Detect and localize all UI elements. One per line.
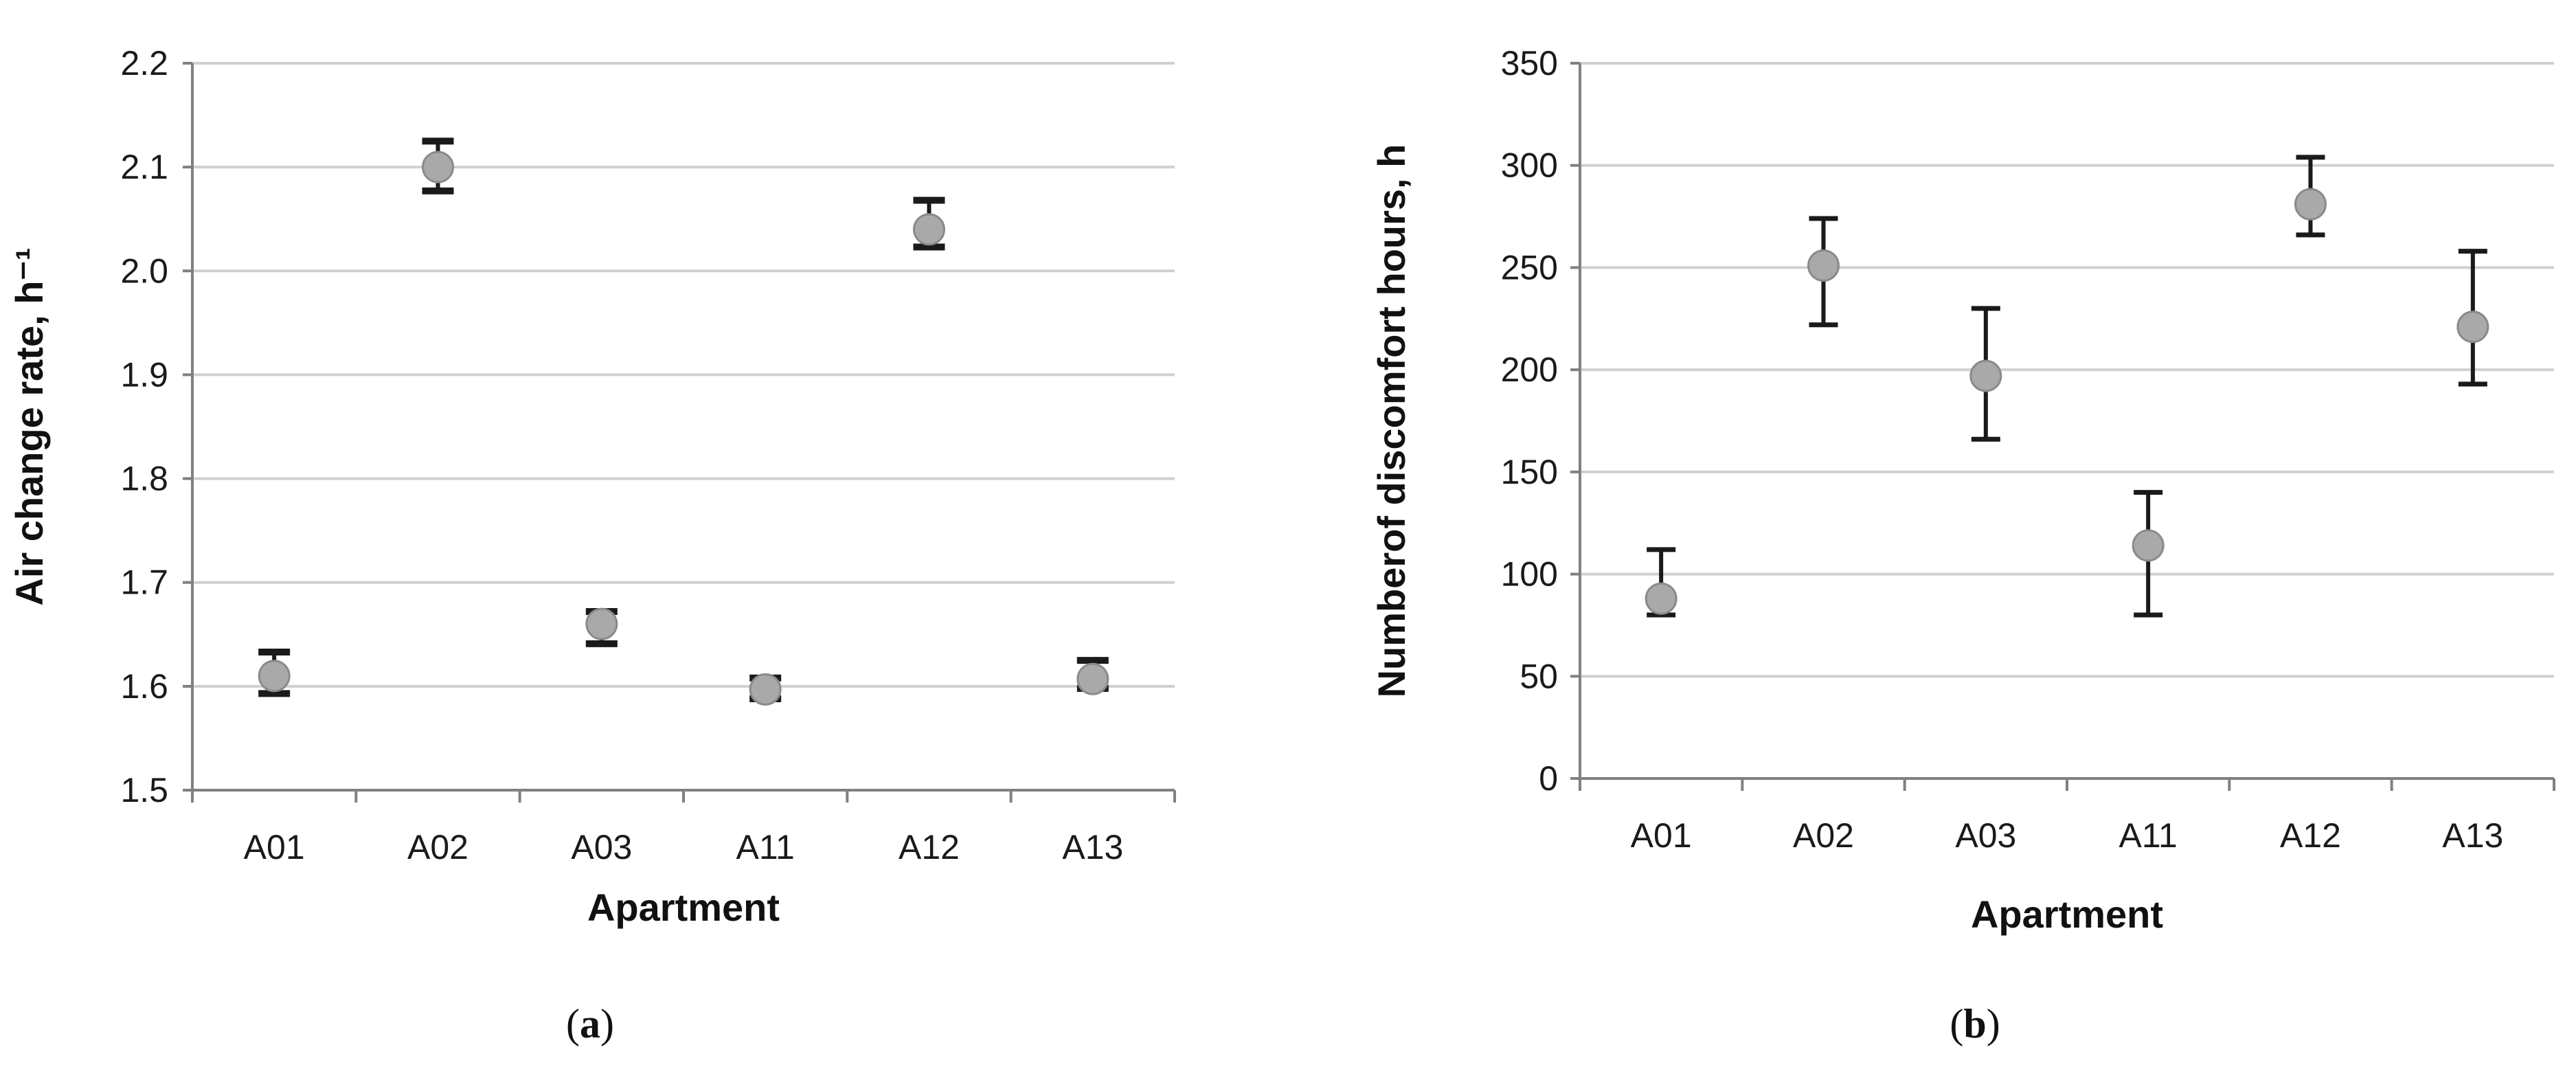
x-tick-label: A01 <box>1631 816 1692 855</box>
data-point <box>422 150 454 183</box>
y-tick-label: 2.1 <box>120 148 168 186</box>
x-tick-label: A01 <box>244 828 305 866</box>
x-axis-title: Apartment <box>1971 893 2163 936</box>
y-tick-label: 1.9 <box>120 355 168 394</box>
x-axis-title: Apartment <box>587 886 780 929</box>
x-tick-label: A13 <box>2442 816 2503 855</box>
data-point <box>913 213 945 246</box>
x-tick-label: A12 <box>2280 816 2341 855</box>
panel-label-b: (b) <box>1950 1001 2000 1046</box>
y-tick-label: 150 <box>1501 453 1558 491</box>
chart-discomfort-hours: 0 50 100 150 200 250 300 350 A01 A02 A03 A11 A12 A13 A… <box>1370 44 2555 936</box>
y-axis-title: Air change rate, h⁻¹ <box>8 247 51 605</box>
y-tick-label: 350 <box>1501 44 1558 82</box>
y-tick-label: 300 <box>1501 146 1558 185</box>
chart-air-change-rate: 1.5 1.6 1.7 1.8 1.9 2.0 2.1 2.2 A01 A02 A03 A11 A12 A… <box>8 44 1176 929</box>
data-point <box>2294 188 2327 221</box>
data-point <box>1645 582 1677 615</box>
y-tick-label: 1.8 <box>120 460 168 498</box>
panel-label-a: (a) <box>566 1001 614 1046</box>
x-tick-label: A02 <box>1793 816 1854 855</box>
x-tick-label: A12 <box>899 828 960 866</box>
y-tick-label: 50 <box>1519 657 1558 695</box>
y-axis-title: Numberof discomfort hours, h <box>1370 144 1413 698</box>
data-point <box>749 673 782 706</box>
data-point <box>2132 529 2165 562</box>
y-tick-label: 100 <box>1501 555 1558 594</box>
y-tick-label: 1.5 <box>120 771 168 809</box>
y-tick-label: 1.6 <box>120 667 168 706</box>
x-tick-label: A13 <box>1062 828 1123 866</box>
x-tick-label: A11 <box>2119 816 2178 855</box>
x-tick-label: A03 <box>1955 816 2016 855</box>
y-tick-label: 2.2 <box>120 44 168 82</box>
y-tick-label: 250 <box>1501 248 1558 287</box>
x-tick-label: A02 <box>407 828 468 866</box>
data-point <box>585 607 618 640</box>
data-point <box>1969 359 2002 392</box>
data-point <box>2456 311 2489 344</box>
y-tick-label: 0 <box>1539 759 1558 798</box>
y-tick-label: 2.0 <box>120 251 168 290</box>
data-point <box>1807 249 1840 282</box>
data-point <box>1076 662 1109 695</box>
x-tick-label: A03 <box>571 828 632 866</box>
y-tick-label: 200 <box>1501 350 1558 389</box>
y-tick-label: 1.7 <box>120 563 168 602</box>
data-point <box>258 660 291 693</box>
x-tick-label: A11 <box>736 828 795 866</box>
